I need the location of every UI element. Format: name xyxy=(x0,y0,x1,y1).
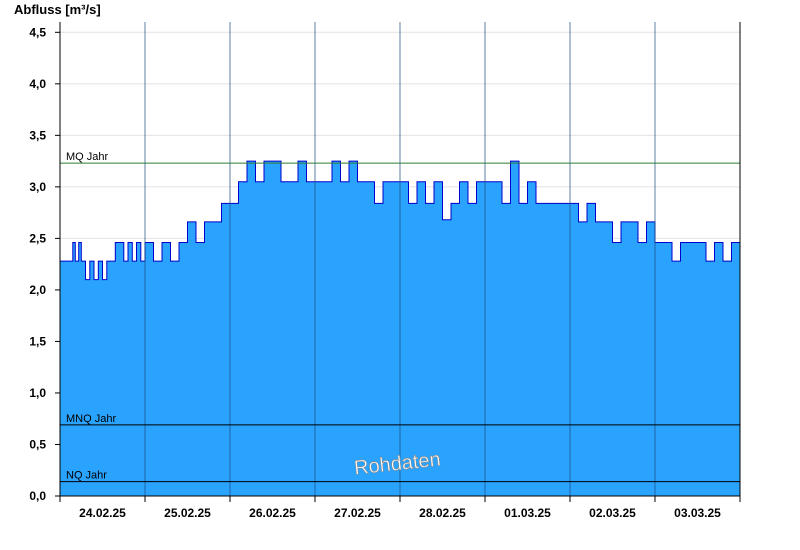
y-tick-label: 2,5 xyxy=(29,231,46,245)
x-tick-label: 01.03.25 xyxy=(504,506,551,520)
x-tick-label: 25.02.25 xyxy=(164,506,211,520)
x-tick-label: 26.02.25 xyxy=(249,506,296,520)
x-tick-label: 03.03.25 xyxy=(674,506,721,520)
axes: 0,0 0,5 1,0 1,5 2,0 2,5 3,0 3,5 4,0 4,5 24.02.25 25… xyxy=(29,22,741,520)
y-tick-label: 1,5 xyxy=(29,334,46,348)
y-tick-label: 4,0 xyxy=(29,77,46,91)
series-line xyxy=(60,160,741,281)
y-tick-label: 2,0 xyxy=(29,283,46,297)
ref-label: NQ Jahr xyxy=(66,470,107,482)
y-tick-label: 0,0 xyxy=(29,489,46,503)
y-tick-label: 3,0 xyxy=(29,180,46,194)
x-tick-label: 24.02.25 xyxy=(79,506,126,520)
y-tick-label: 0,5 xyxy=(29,437,46,451)
reference-lines: MQ Jahr MNQ Jahr NQ Jahr xyxy=(60,151,740,483)
y-tick-label: 1,0 xyxy=(29,386,46,400)
ref-label: MQ Jahr xyxy=(66,151,109,163)
y-axis-label: Abfluss [m³/s] xyxy=(14,2,101,17)
ref-label: MNQ Jahr xyxy=(66,413,116,425)
x-tick-label: 27.02.25 xyxy=(334,506,381,520)
y-tick-label: 4,5 xyxy=(29,25,46,39)
y-tick-label: 3,5 xyxy=(29,128,46,142)
x-tick-label: 28.02.25 xyxy=(419,506,466,520)
day-dividers xyxy=(144,22,656,496)
x-tick-label: 02.03.25 xyxy=(589,506,636,520)
